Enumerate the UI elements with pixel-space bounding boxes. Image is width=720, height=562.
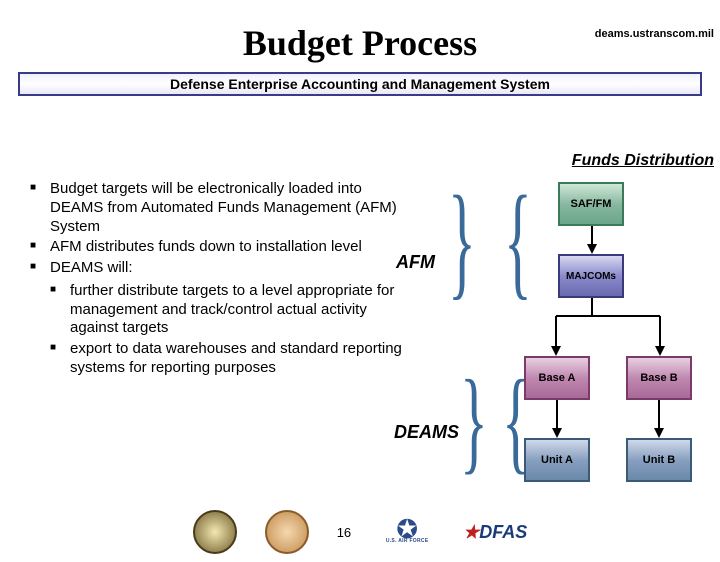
node-unit-b: Unit B xyxy=(626,438,692,482)
bullet-2: AFM distributes funds down to installati… xyxy=(30,238,410,257)
dfas-text: DFAS xyxy=(479,522,527,542)
node-base-a: Base A xyxy=(524,356,590,400)
dod-seal-icon xyxy=(193,510,237,554)
afm-label: AFM xyxy=(396,252,435,273)
arrow-saf-majcom xyxy=(586,226,598,254)
node-saf-fm: SAF/FM xyxy=(558,182,624,226)
bullet-content: Budget targets will be electronically lo… xyxy=(30,180,410,380)
header-url: deams.ustranscom.mil xyxy=(595,28,714,40)
brace-bot-left: } xyxy=(460,363,488,479)
sub-bullet-2: export to data warehouses and standard r… xyxy=(50,340,410,378)
node-unit-a: Unit A xyxy=(524,438,590,482)
arrow-basea-unita xyxy=(551,400,563,438)
usaf-logo: ✪ U.S. AIR FORCE xyxy=(379,510,435,554)
page-number: 16 xyxy=(337,525,351,540)
arrow-majcom-bases xyxy=(520,298,700,358)
usaf-wing-icon: ✪ xyxy=(396,520,418,538)
bullet-1: Budget targets will be electronically lo… xyxy=(30,180,410,236)
section-label: Funds Distribution xyxy=(572,152,714,170)
node-base-b: Base B xyxy=(626,356,692,400)
deams-label: DEAMS xyxy=(394,422,459,443)
node-majcoms: MAJCOMs xyxy=(558,254,624,298)
dfas-logo: ★DFAS xyxy=(463,522,527,543)
sub-bullet-1: further distribute targets to a level ap… xyxy=(50,282,410,338)
brace-top-left: } xyxy=(448,177,476,305)
usaf-text: U.S. AIR FORCE xyxy=(386,538,429,544)
footer: 16 ✪ U.S. AIR FORCE ★DFAS xyxy=(0,510,720,554)
system-banner: Defense Enterprise Accounting and Manage… xyxy=(18,72,702,96)
bullet-3: DEAMS will: xyxy=(30,259,410,278)
transcom-seal-icon xyxy=(265,510,309,554)
arrow-baseb-unitb xyxy=(653,400,665,438)
brace-top-right: { xyxy=(504,177,532,305)
